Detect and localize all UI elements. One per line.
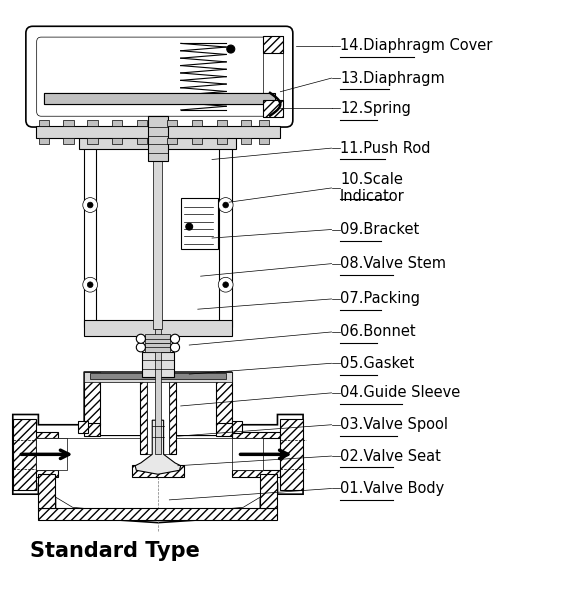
Bar — [44, 93, 275, 104]
Bar — [145, 334, 170, 344]
Bar — [148, 116, 168, 161]
Bar — [112, 120, 122, 126]
Text: 14.Diaphragm Cover: 14.Diaphragm Cover — [340, 38, 492, 53]
Bar — [181, 198, 218, 249]
Bar — [84, 138, 97, 327]
Polygon shape — [84, 372, 232, 436]
Bar — [35, 438, 67, 470]
Bar — [216, 423, 232, 436]
Circle shape — [219, 277, 233, 292]
Circle shape — [219, 198, 233, 212]
Text: 01.Valve Body: 01.Valve Body — [340, 481, 444, 496]
Circle shape — [170, 334, 180, 344]
Bar — [167, 138, 177, 144]
Bar — [217, 138, 227, 144]
Text: 12.Spring: 12.Spring — [340, 101, 411, 116]
Bar — [142, 352, 174, 378]
Polygon shape — [13, 415, 303, 523]
Bar — [192, 120, 202, 126]
Bar — [217, 120, 227, 126]
Bar — [260, 474, 277, 509]
Circle shape — [223, 202, 228, 208]
Bar — [232, 432, 280, 438]
Circle shape — [83, 277, 98, 292]
Bar — [63, 138, 74, 144]
Bar — [192, 138, 202, 144]
Polygon shape — [135, 420, 181, 474]
Bar — [35, 126, 280, 138]
Bar — [84, 423, 100, 436]
Bar — [153, 117, 162, 329]
Bar — [241, 120, 251, 126]
Bar — [21, 470, 58, 477]
Bar — [63, 120, 74, 126]
Bar — [140, 381, 146, 455]
Bar — [232, 438, 263, 470]
Bar — [39, 120, 49, 126]
Bar — [84, 372, 100, 426]
Bar — [88, 120, 98, 126]
Polygon shape — [55, 438, 260, 513]
Bar — [13, 419, 35, 490]
Bar — [21, 432, 58, 438]
Text: 13.Diaphragm: 13.Diaphragm — [340, 70, 445, 86]
Text: 10.Scale
Indicator: 10.Scale Indicator — [340, 172, 405, 204]
Text: 02.Valve Seat: 02.Valve Seat — [340, 449, 441, 464]
Text: 07.Packing: 07.Packing — [340, 291, 420, 307]
Bar — [84, 320, 232, 336]
Circle shape — [186, 223, 193, 230]
Bar — [84, 372, 232, 382]
Bar — [80, 132, 236, 149]
FancyBboxPatch shape — [37, 37, 282, 116]
Bar — [259, 138, 269, 144]
Bar — [146, 381, 169, 455]
Bar — [280, 419, 303, 490]
Bar — [232, 421, 242, 433]
Bar — [167, 120, 177, 126]
Bar — [259, 120, 269, 126]
Bar — [263, 36, 283, 53]
Bar — [263, 100, 283, 117]
Bar — [216, 372, 232, 426]
Text: 11.Push Rod: 11.Push Rod — [340, 141, 431, 155]
Bar — [137, 138, 147, 144]
Bar — [220, 138, 232, 327]
Bar — [169, 381, 176, 455]
Circle shape — [136, 343, 145, 352]
Bar — [88, 138, 98, 144]
Circle shape — [170, 343, 180, 352]
Circle shape — [223, 282, 228, 288]
Bar — [232, 470, 280, 477]
Text: 08.Valve Stem: 08.Valve Stem — [340, 256, 446, 271]
Bar — [137, 120, 147, 126]
Bar — [39, 138, 49, 144]
Bar — [90, 373, 227, 379]
Bar — [154, 329, 161, 455]
Circle shape — [83, 198, 98, 212]
Text: 05.Gasket: 05.Gasket — [340, 356, 415, 371]
Text: 03.Valve Spool: 03.Valve Spool — [340, 417, 448, 432]
Text: 06.Bonnet: 06.Bonnet — [340, 325, 416, 339]
Bar — [241, 138, 251, 144]
Text: 09.Bracket: 09.Bracket — [340, 222, 419, 237]
FancyBboxPatch shape — [26, 26, 293, 127]
Circle shape — [136, 334, 145, 344]
Bar — [132, 464, 184, 477]
Circle shape — [227, 45, 235, 53]
Circle shape — [88, 202, 93, 208]
Bar — [263, 36, 283, 117]
Bar — [44, 93, 272, 104]
Bar — [38, 509, 277, 520]
Bar — [145, 343, 170, 352]
Bar — [112, 138, 122, 144]
Circle shape — [88, 282, 93, 288]
Bar — [38, 474, 55, 509]
Bar — [78, 421, 89, 433]
Text: 04.Guide Sleeve: 04.Guide Sleeve — [340, 385, 460, 401]
Text: Standard Type: Standard Type — [30, 541, 200, 561]
